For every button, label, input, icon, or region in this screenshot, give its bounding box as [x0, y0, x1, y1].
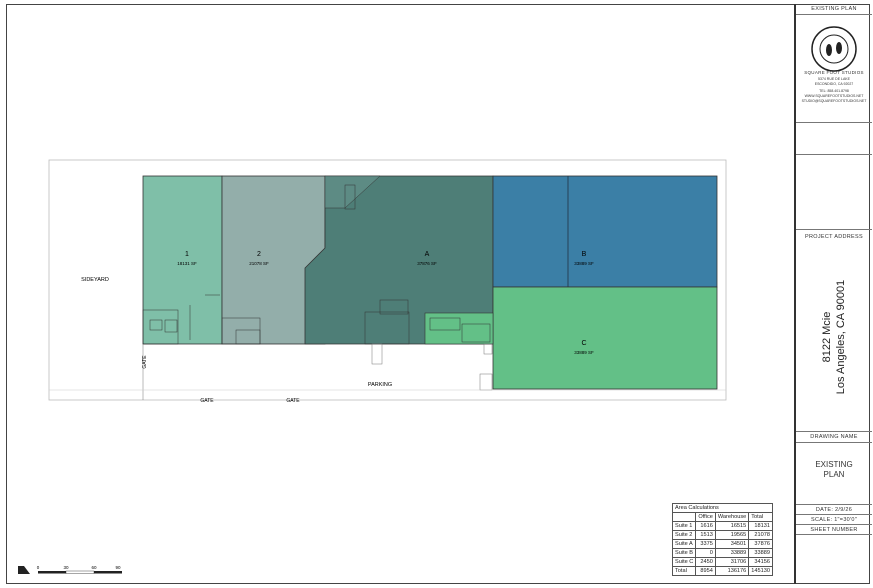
site-boundary — [48, 159, 727, 401]
drawing-date: DATE: 2/9/26 — [815, 507, 853, 513]
footprint-icon — [836, 42, 842, 54]
suite-1-area: 18131 SF — [177, 261, 197, 266]
company-line-1: 5374 RUE DE LAKE — [818, 77, 850, 81]
suite-c — [492, 286, 718, 390]
tb-blank-section — [796, 123, 872, 155]
drawing-name-label: DRAWING NAME — [810, 434, 858, 440]
suite-b-area: 33889 SF — [574, 261, 594, 266]
drawing-name-line-1: EXISTING — [815, 460, 853, 469]
address-line-2: Los Angeles, CA 90001 — [835, 279, 847, 395]
company-name: SQUARE FOOT STUDIOS — [804, 70, 864, 75]
parking-label: PARKING — [368, 382, 392, 388]
project-address-label: PROJECT ADDRESS — [805, 234, 863, 240]
gate-bottom-2-label: GATE — [286, 398, 300, 404]
area-calculations-table: Area Calculations Office Warehouse Total… — [671, 503, 773, 576]
project-address: 8122 Mcie Los Angeles, CA 90001 — [820, 280, 848, 394]
suite-c-id: C — [581, 340, 586, 347]
tb-logo-section: SQUARE FOOT STUDIOS 5374 RUE DE LAKE ESC… — [796, 15, 872, 123]
tb-blank-section-2 — [796, 155, 872, 230]
scale-tick-60: 60 — [91, 565, 97, 570]
title-block: EXISTING PLAN SQUARE FOOT STUDIOS 5374 R… — [794, 4, 872, 584]
suite-2-id: 2 — [257, 251, 261, 258]
table-row: Total 8954 136176 145130 — [671, 566, 773, 576]
tb-sheet-number-section: SHEET NUMBER — [796, 525, 872, 535]
gate-left-label: GATE — [142, 355, 148, 369]
table-row: Suite A 3375 34501 37876 — [671, 539, 773, 549]
tb-drawing-name-section: EXISTING PLAN — [796, 443, 872, 505]
suite-1 — [142, 175, 223, 345]
tb-drawing-name-label-section: DRAWING NAME — [796, 432, 872, 443]
tb-scale-section: SCALE: 1"=30'0" — [796, 515, 872, 525]
table-row: Suite 2 1513 19565 21078 — [671, 530, 773, 540]
floor-plan: 1 18131 SF 2 21078 SF A 37876 SF B 33889… — [18, 159, 727, 574]
footprint-icon — [826, 44, 832, 56]
suite-b — [492, 175, 718, 288]
scale-tick-0: 0 — [37, 565, 40, 570]
table-row: Suite C 2450 31706 34156 — [671, 557, 773, 567]
suite-2-area: 21078 SF — [249, 261, 269, 266]
interior-walls — [142, 184, 491, 345]
scale-bar: 0 30 60 90 — [37, 565, 122, 574]
tb-header-section: EXISTING PLAN — [796, 4, 872, 15]
tb-date-section: DATE: 2/9/26 — [796, 505, 872, 515]
scale-tick-30: 30 — [63, 565, 69, 570]
address-line-1: 8122 Mcie — [821, 311, 833, 363]
company-line-5: STUDIO@SQUAREFOOTSTUDIOS.NET — [801, 99, 867, 103]
gate-bottom-1-label: GATE — [200, 398, 214, 404]
suite-a-id: A — [425, 251, 430, 258]
table-row: Suite B 0 33889 33889 — [671, 548, 773, 558]
area-table-header: Office Warehouse Total — [671, 512, 773, 522]
north-arrow-icon — [18, 566, 30, 574]
company-line-4: WWW.SQUAREFOOTSTUDIOS.NET — [804, 94, 864, 98]
table-row: Suite 1 1616 16515 18131 — [671, 521, 773, 531]
drawing-sheet — [6, 4, 870, 584]
scale-tick-90: 90 — [115, 565, 121, 570]
address-container: 8122 Mcie Los Angeles, CA 90001 — [796, 242, 872, 432]
sheet-number-label: SHEET NUMBER — [810, 527, 858, 533]
sheet-header-title: EXISTING PLAN — [811, 6, 857, 12]
company-line-3: TEL: 858.401.8798 — [819, 89, 849, 93]
suite-c-area: 33889 SF — [574, 350, 594, 355]
company-line-2: ESCONDIDO, CA 92027 — [814, 82, 854, 86]
drawing-scale: SCALE: 1"=30'0" — [811, 517, 857, 523]
drawing-name-line-2: PLAN — [823, 470, 845, 479]
suite-1-id: 1 — [185, 251, 189, 258]
suite-a-area: 37876 SF — [417, 261, 437, 266]
site-features — [49, 343, 726, 400]
tb-address-section: PROJECT ADDRESS 8122 Mcie Los Angeles, C… — [796, 230, 872, 432]
sideyard-label: SIDEYARD — [81, 277, 109, 283]
suite-b-id: B — [582, 251, 587, 258]
company-logo — [811, 26, 857, 72]
suite-c-office — [424, 312, 494, 345]
area-table-title: Area Calculations — [672, 503, 773, 513]
